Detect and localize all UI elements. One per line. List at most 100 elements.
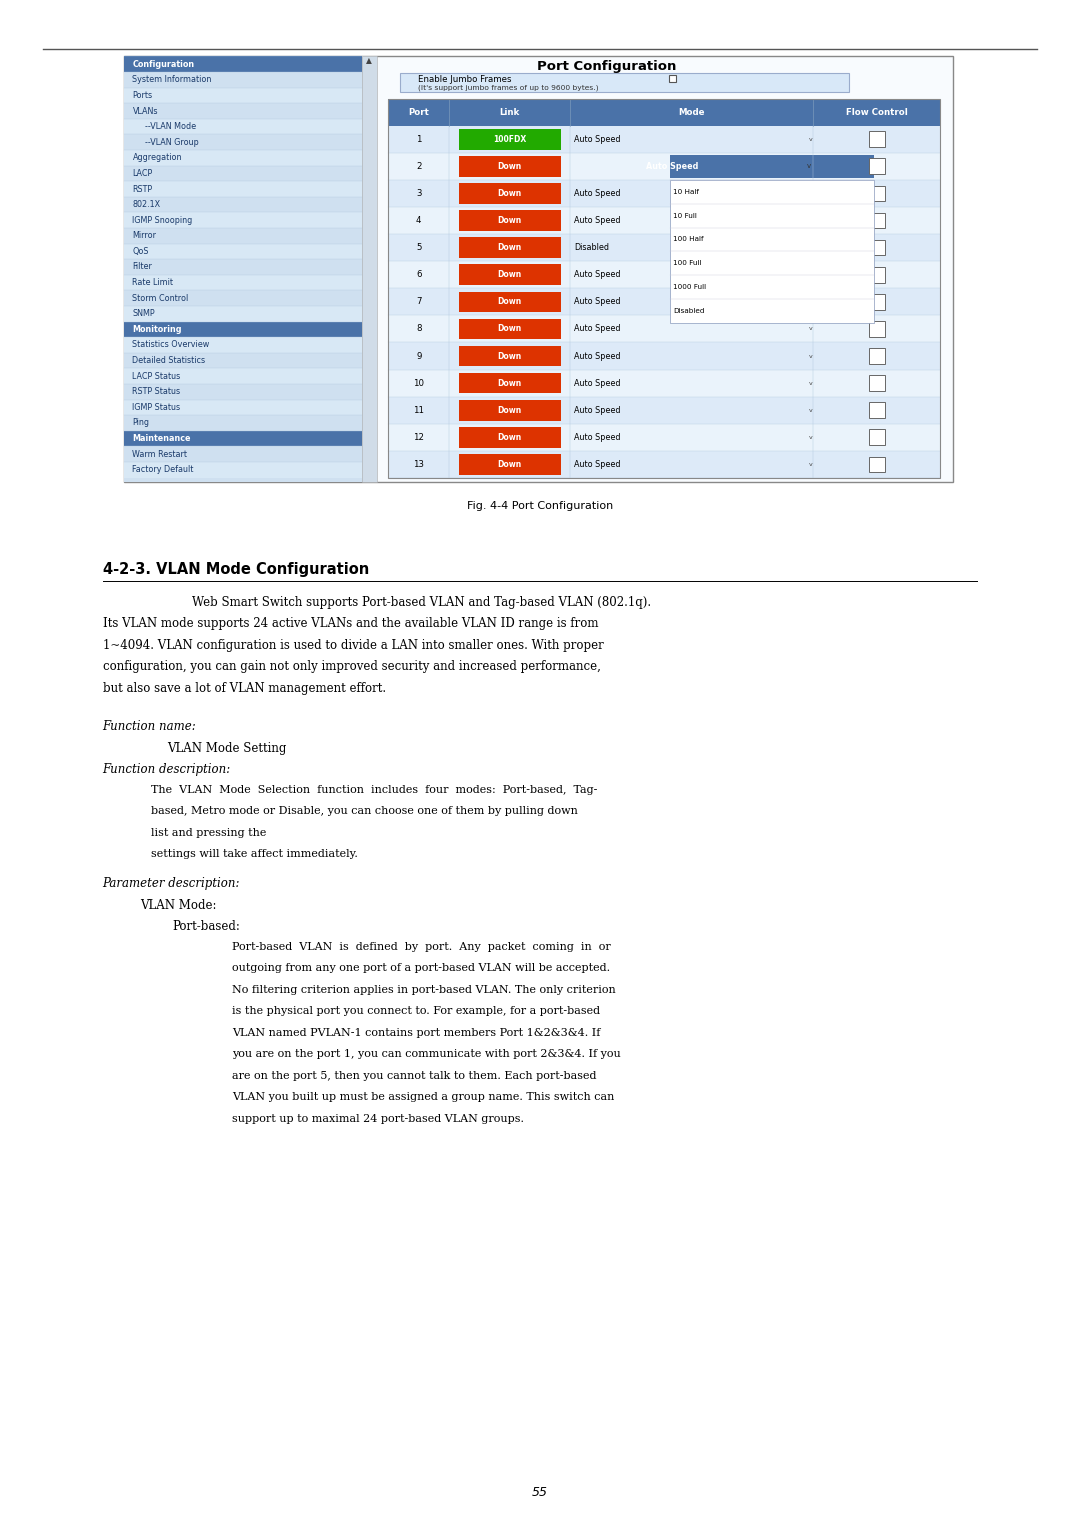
Bar	[389, 180, 940, 208]
Text: Parameter description:: Parameter description:	[103, 877, 240, 890]
Text: based, Metro mode or Disable, you can choose one of them by pulling down: based, Metro mode or Disable, you can ch…	[151, 806, 578, 816]
Text: 8: 8	[416, 325, 421, 333]
Text: Maintenance: Maintenance	[133, 433, 191, 443]
Bar	[868, 429, 885, 446]
Text: VLAN you built up must be assigned a group name. This switch can: VLAN you built up must be assigned a gro…	[232, 1093, 615, 1102]
Text: Mirror: Mirror	[133, 232, 157, 240]
Bar	[124, 430, 362, 446]
Bar	[124, 182, 362, 197]
Text: v: v	[808, 272, 812, 278]
Bar	[124, 275, 362, 290]
Text: IGMP Snooping: IGMP Snooping	[133, 215, 192, 224]
Text: Port-based:: Port-based:	[173, 920, 241, 934]
Text: v: v	[808, 218, 812, 223]
Bar	[459, 128, 561, 150]
Text: Ports: Ports	[133, 92, 152, 99]
Bar	[459, 291, 561, 313]
Bar	[389, 125, 940, 153]
Text: 1: 1	[416, 134, 421, 143]
Bar	[868, 403, 885, 418]
Bar	[389, 424, 940, 450]
Text: v: v	[808, 246, 812, 250]
Bar	[124, 87, 362, 104]
Text: v: v	[808, 407, 812, 412]
Bar	[124, 56, 377, 482]
Bar	[124, 119, 362, 134]
Text: Down: Down	[498, 351, 522, 360]
Text: Detailed Statistics: Detailed Statistics	[133, 356, 205, 365]
Text: 3: 3	[416, 189, 421, 198]
Bar	[671, 156, 875, 177]
Text: Configuration: Configuration	[133, 60, 194, 69]
Text: 13: 13	[414, 459, 424, 468]
Text: Link: Link	[500, 108, 519, 116]
Text: Auto Speed: Auto Speed	[575, 270, 621, 279]
Text: Fig. 4-4 Port Configuration: Fig. 4-4 Port Configuration	[467, 501, 613, 511]
Text: VLANs: VLANs	[133, 107, 158, 116]
Bar	[124, 212, 362, 227]
Text: 55: 55	[532, 1485, 548, 1499]
Text: Aggregation: Aggregation	[133, 153, 183, 162]
Text: v: v	[808, 137, 812, 142]
Bar	[868, 375, 885, 391]
Bar	[124, 446, 362, 462]
Bar	[459, 183, 561, 203]
Text: Filter: Filter	[133, 262, 152, 272]
Text: Down: Down	[498, 378, 522, 388]
Bar	[124, 368, 362, 385]
Text: Auto Speed: Auto Speed	[575, 189, 621, 198]
Text: Monitoring: Monitoring	[133, 325, 183, 334]
Bar	[124, 307, 362, 322]
Text: Factory Default: Factory Default	[133, 465, 193, 475]
Text: RSTP: RSTP	[133, 185, 152, 194]
Bar	[124, 259, 362, 275]
Text: 9: 9	[416, 351, 421, 360]
Bar	[868, 186, 885, 201]
Bar	[400, 73, 849, 93]
Text: --VLAN Group: --VLAN Group	[145, 137, 199, 146]
Text: 6: 6	[416, 270, 421, 279]
Text: Disabled: Disabled	[575, 243, 609, 252]
Text: Auto Speed: Auto Speed	[575, 298, 621, 307]
Text: LACP: LACP	[133, 169, 152, 179]
Bar	[868, 212, 885, 229]
Text: Statistics Overview: Statistics Overview	[133, 340, 210, 349]
Text: Flow Control: Flow Control	[846, 108, 907, 116]
Text: Down: Down	[498, 217, 522, 224]
Text: 4-2-3. VLAN Mode Configuration: 4-2-3. VLAN Mode Configuration	[103, 562, 369, 577]
Text: Auto Speed: Auto Speed	[575, 217, 621, 224]
Text: v: v	[808, 299, 812, 304]
Text: support up to maximal 24 port-based VLAN groups.: support up to maximal 24 port-based VLAN…	[232, 1114, 524, 1123]
Bar	[389, 369, 940, 397]
Text: 1000 Full: 1000 Full	[674, 284, 706, 290]
Text: outgoing from any one port of a port-based VLAN will be accepted.: outgoing from any one port of a port-bas…	[232, 963, 610, 974]
Text: LACP Status: LACP Status	[133, 372, 180, 380]
Text: 10: 10	[414, 378, 424, 388]
Text: Disabled: Disabled	[674, 308, 705, 314]
Bar	[124, 72, 362, 87]
Bar	[124, 227, 362, 244]
Bar	[389, 450, 940, 478]
Text: 100FDX: 100FDX	[494, 134, 526, 143]
Bar	[868, 159, 885, 174]
Bar	[362, 56, 377, 482]
Bar	[868, 295, 885, 310]
Text: SNMP: SNMP	[133, 310, 156, 319]
Text: Auto Speed: Auto Speed	[646, 162, 699, 171]
Text: configuration, you can gain not only improved security and increased performance: configuration, you can gain not only imp…	[103, 661, 600, 673]
Bar	[671, 180, 875, 324]
Text: 4: 4	[416, 217, 421, 224]
Text: Its VLAN mode supports 24 active VLANs and the available VLAN ID range is from: Its VLAN mode supports 24 active VLANs a…	[103, 617, 598, 630]
Bar	[124, 104, 362, 119]
Bar	[389, 233, 940, 261]
Text: VLAN named PVLAN-1 contains port members Port 1&2&3&4. If: VLAN named PVLAN-1 contains port members…	[232, 1027, 600, 1038]
Text: Warm Restart: Warm Restart	[133, 450, 188, 459]
Bar	[124, 244, 362, 259]
Text: 12: 12	[414, 433, 424, 443]
Bar	[124, 415, 362, 430]
Bar	[124, 290, 362, 307]
Text: Down: Down	[498, 189, 522, 198]
Text: IGMP Status: IGMP Status	[133, 403, 180, 412]
Bar	[868, 456, 885, 472]
Bar	[868, 267, 885, 282]
